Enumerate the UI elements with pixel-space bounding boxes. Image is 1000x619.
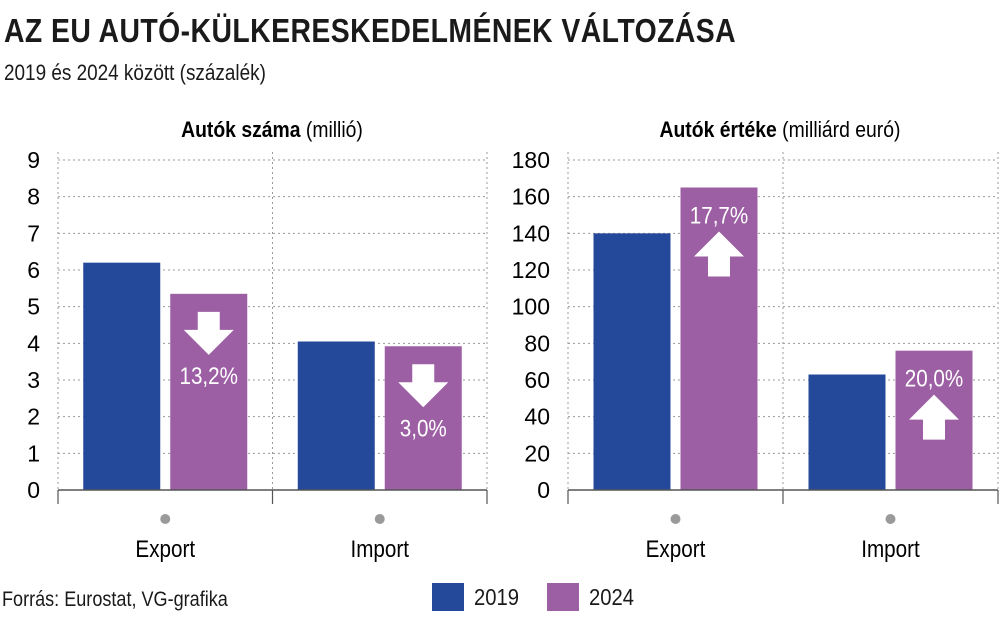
y-tick-label: 6 xyxy=(27,257,40,283)
y-tick-label: 2 xyxy=(27,404,40,430)
legend-swatch-2019 xyxy=(432,583,464,611)
panel-title-bold: Autók száma xyxy=(181,118,301,142)
y-tick-label: 40 xyxy=(524,404,550,430)
change-arrow-up-icon xyxy=(694,231,744,277)
change-label: 17,7% xyxy=(690,202,749,229)
y-tick-label: 7 xyxy=(27,220,40,246)
legend-swatch-2024 xyxy=(547,583,580,611)
legend: 2019 2024 xyxy=(432,583,662,611)
category-label: Export xyxy=(135,536,195,563)
category-dot xyxy=(374,514,385,524)
panel-title-unit: (milliárd euró) xyxy=(777,118,901,142)
change-arrow-up-icon xyxy=(909,394,959,440)
y-tick-label: 60 xyxy=(524,367,550,393)
chart-panel-1: Autók száma (millió) 0 1 2 3 4 5 6 7 8 9 13,2% Expor… xyxy=(27,118,488,563)
legend-item-2024: 2024 xyxy=(547,583,640,611)
change-arrow-down-icon xyxy=(398,364,449,408)
y-tick-label: 100 xyxy=(512,294,550,320)
category-label: Import xyxy=(351,536,410,563)
bar-2019-export xyxy=(83,262,161,490)
y-tick-label: 3 xyxy=(27,367,40,393)
change-label: 13,2% xyxy=(179,362,238,389)
category-label: Export xyxy=(646,536,706,563)
y-tick-label: 8 xyxy=(27,184,40,210)
change-label: 3,0% xyxy=(400,415,447,442)
panel-title-bold: Autók értéke xyxy=(660,118,777,142)
category-dot xyxy=(885,514,896,524)
y-tick-label: 5 xyxy=(27,294,40,320)
panel-title: Autók száma (millió) xyxy=(181,118,363,142)
source-note: Forrás: Eurostat, VG-grafika xyxy=(2,588,228,611)
bar-2019-import xyxy=(297,341,375,490)
y-tick-label: 0 xyxy=(27,477,40,503)
chart-subtitle: 2019 és 2024 között (százalék) xyxy=(4,60,266,85)
chart-title: AZ EU AUTÓ-KÜLKERESKEDELMÉNEK VÁLTOZÁSA xyxy=(4,12,737,49)
bar-2019-export xyxy=(593,233,671,491)
y-tick-label: 160 xyxy=(512,184,550,210)
legend-item-2019: 2019 xyxy=(432,583,525,611)
y-tick-label: 0 xyxy=(537,477,550,503)
category-dot xyxy=(160,514,171,524)
bar-2019-import xyxy=(808,374,886,490)
change-label: 20,0% xyxy=(905,365,964,392)
category-label: Import xyxy=(861,536,920,563)
legend-label-2019: 2019 xyxy=(474,583,520,610)
y-tick-label: 140 xyxy=(512,220,550,246)
panel-title-unit: (millió) xyxy=(301,118,363,142)
y-tick-label: 80 xyxy=(524,330,550,356)
category-dot xyxy=(670,514,681,524)
y-tick-label: 9 xyxy=(27,147,40,173)
change-arrow-down-icon xyxy=(183,311,234,355)
panel-title: Autók értéke (milliárd euró) xyxy=(660,118,901,142)
chart-panel-2: Autók értéke (milliárd euró) 0 20 40 60 80 100… xyxy=(512,118,999,563)
y-tick-label: 4 xyxy=(27,330,40,356)
y-tick-label: 1 xyxy=(27,440,40,466)
legend-label-2024: 2024 xyxy=(589,583,635,610)
y-tick-label: 180 xyxy=(512,147,550,173)
y-tick-label: 120 xyxy=(512,257,550,283)
y-tick-label: 20 xyxy=(524,440,550,466)
